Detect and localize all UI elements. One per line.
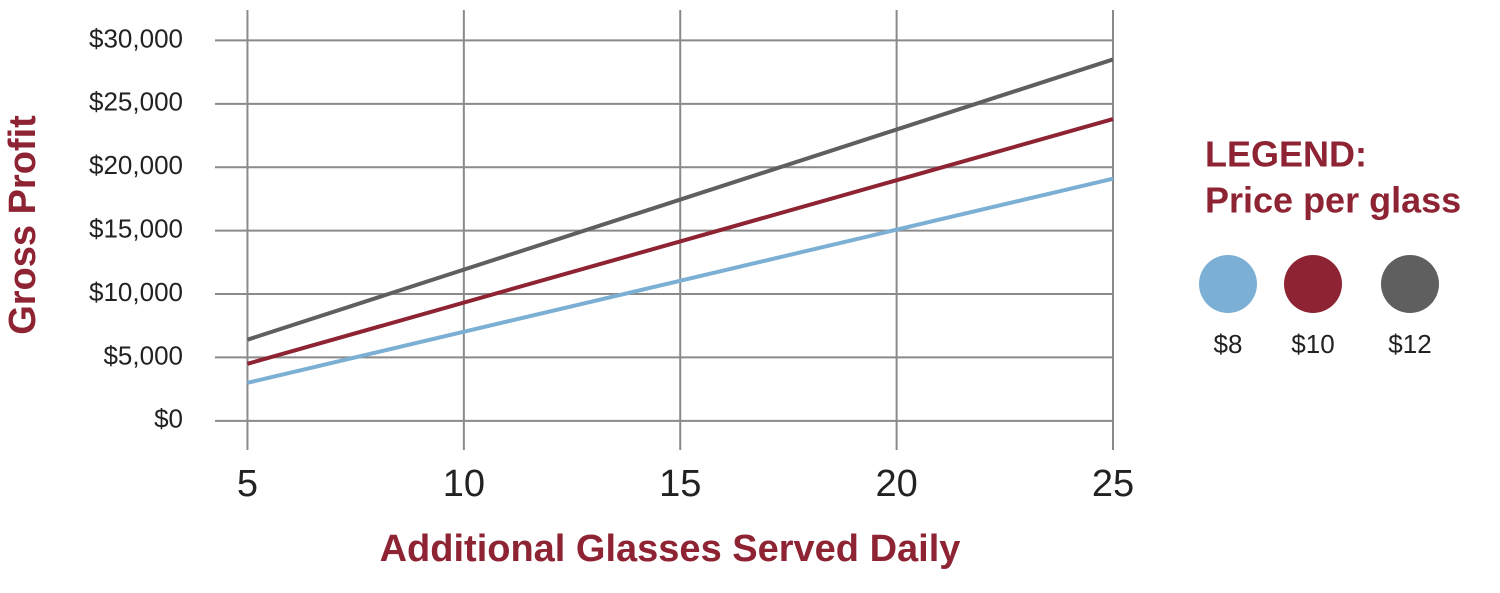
y-tick-label: $10,000 xyxy=(89,277,183,307)
legend-label: $10 xyxy=(1291,329,1334,359)
legend-swatch xyxy=(1381,255,1439,313)
y-tick-label: $15,000 xyxy=(89,214,183,244)
x-tick-label: 20 xyxy=(875,463,917,505)
x-tick-label: 25 xyxy=(1092,463,1134,505)
legend-swatch xyxy=(1284,255,1342,313)
legend-subtitle: Price per glass xyxy=(1205,180,1461,221)
x-tick-label: 10 xyxy=(443,463,485,505)
x-tick-label: 15 xyxy=(659,463,701,505)
data-line xyxy=(246,117,1114,366)
y-tick-label: $25,000 xyxy=(89,87,183,117)
y-tick-label: $20,000 xyxy=(89,150,183,180)
y-tick-label: $30,000 xyxy=(89,23,183,53)
legend-swatch xyxy=(1199,255,1257,313)
data-line xyxy=(246,176,1114,385)
legend-label: $12 xyxy=(1388,329,1431,359)
x-tick-label: 5 xyxy=(237,463,258,505)
x-axis-title: Additional Glasses Served Daily xyxy=(380,528,961,570)
y-tick-label: $0 xyxy=(154,404,183,434)
y-axis-title: Gross Profit xyxy=(2,115,44,335)
legend-label: $8 xyxy=(1214,329,1243,359)
y-tick-label: $5,000 xyxy=(103,340,183,370)
legend-title: LEGEND: xyxy=(1205,134,1367,175)
data-line xyxy=(246,57,1114,342)
